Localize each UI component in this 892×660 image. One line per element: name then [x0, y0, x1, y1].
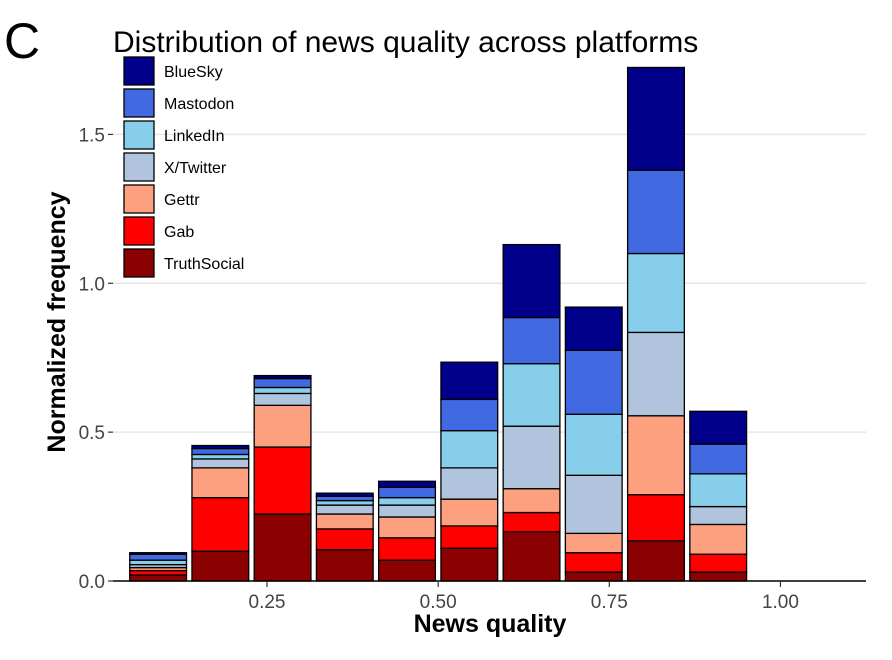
bar-segment-x-twitter [253, 392, 312, 406]
bar-segment-gab [129, 569, 188, 576]
bar-segment-linkedin [440, 430, 499, 469]
y-tick-label: 0.5 [79, 423, 105, 444]
legend-swatch-x-twitter [123, 152, 155, 182]
bar-segment-mastodon [191, 447, 250, 456]
bar-segment-mastodon [253, 377, 312, 389]
legend-swatch-truthsocial [123, 248, 155, 278]
bar-segment-linkedin [564, 413, 623, 476]
legend-label: BlueSky [164, 64, 223, 81]
bar-segment-gettr [502, 488, 561, 514]
bar-segment-linkedin [377, 496, 437, 506]
bar-segment-linkedin [253, 386, 312, 395]
bar-segment-gettr [377, 516, 437, 539]
panel-label: C [4, 13, 40, 69]
bar-segment-mastodon [564, 349, 623, 415]
x-axis-title: News quality [414, 610, 567, 638]
bar-segment-truthsocial [377, 559, 437, 582]
bar-segment-x-twitter [315, 504, 374, 515]
bar-segment-mastodon [377, 486, 437, 499]
bar-segment-gettr [253, 404, 312, 448]
bar-segment-linkedin [502, 363, 561, 427]
bar-segment-gab [377, 537, 437, 561]
y-tick-label: 1.0 [79, 274, 105, 295]
legend-label: TruthSocial [164, 256, 244, 273]
bar-segment-truthsocial [315, 549, 374, 582]
legend-label: Gab [164, 224, 194, 241]
bar-segment-mastodon [315, 495, 374, 502]
y-axis-title: Normalized frequency [43, 191, 71, 452]
bar-segment-linkedin [129, 559, 188, 566]
bar-segment-gettr [689, 523, 748, 555]
x-tick-label: 1.00 [762, 592, 799, 613]
bar-segment-truthsocial [502, 531, 561, 582]
legend: BlueSky Mastodon LinkedIn X/Twitter Gettr Gab… [123, 56, 244, 278]
bar-segment-bluesky [440, 361, 499, 401]
bar-segment-gab [253, 446, 312, 515]
x-tick-label: 0.50 [420, 592, 457, 613]
bar-segment-bluesky [626, 66, 686, 171]
bar-segment-mastodon [502, 316, 561, 365]
bar-segment-gab [315, 528, 374, 551]
bar-segment-truthsocial [626, 540, 686, 582]
bar-segment-bluesky [253, 374, 312, 380]
bar-segment-bluesky [564, 306, 623, 351]
bars [129, 66, 748, 582]
legend-label: X/Twitter [164, 160, 227, 177]
bar-segment-gettr [626, 415, 686, 496]
legend-swatch-gab [123, 216, 155, 246]
bar-segment-x-twitter [502, 425, 561, 490]
bar-segment-mastodon [440, 398, 499, 432]
bar-segment-gettr [191, 467, 250, 499]
bar-segment-linkedin [315, 499, 374, 506]
bar-segment-mastodon [689, 443, 748, 475]
x-tick-label: 0.75 [591, 592, 628, 613]
x-tick-label: 0.25 [249, 592, 286, 613]
chart-title: Distribution of news quality across plat… [113, 26, 698, 59]
bar-segment-gab [502, 511, 561, 533]
legend-swatch-linkedin [123, 120, 155, 150]
bar-segment-bluesky [502, 243, 561, 319]
bar-segment-gettr [440, 498, 499, 527]
bar-segment-bluesky [689, 410, 748, 445]
bar-segment-linkedin [689, 473, 748, 508]
bar-segment-truthsocial [440, 547, 499, 582]
bar-segment-gettr [564, 532, 623, 554]
y-tick-label: 0.0 [79, 572, 105, 593]
bar-segment-gab [564, 552, 623, 573]
legend-swatch-mastodon [123, 88, 155, 118]
bar-segment-gab [440, 525, 499, 549]
bar-segment-bluesky [315, 492, 374, 497]
bar-segment-x-twitter [689, 505, 748, 526]
bar-segment-truthsocial [564, 571, 623, 582]
axes: 0.25 0.50 0.75 1.00 0.0 0.5 1.0 1.5 [79, 125, 866, 613]
bar-segment-gab [689, 553, 748, 573]
bar-segment-bluesky [129, 552, 188, 555]
bar-segment-x-twitter [440, 467, 499, 500]
bar-segment-bluesky [377, 480, 437, 488]
legend-label: Mastodon [164, 96, 234, 113]
bar-segment-x-twitter [191, 458, 250, 469]
y-tick-label: 1.5 [79, 125, 105, 146]
bar-segment-gettr [315, 513, 374, 530]
legend-label: Gettr [164, 192, 200, 209]
bar-segment-mastodon [626, 169, 686, 255]
legend-swatch-bluesky [123, 56, 155, 86]
bar-segment-linkedin [191, 453, 250, 460]
bar-segment-truthsocial [129, 574, 188, 582]
legend-label: LinkedIn [164, 128, 225, 145]
bar-segment-x-twitter [564, 474, 623, 535]
bar-segment-bluesky [191, 444, 250, 450]
legend-swatch-gettr [123, 184, 155, 214]
bar-segment-mastodon [129, 553, 188, 561]
bar-segment-x-twitter [626, 331, 686, 417]
bar-segment-truthsocial [689, 571, 748, 582]
bar-segment-x-twitter [377, 504, 437, 518]
bar-segment-gab [626, 494, 686, 542]
bar-segment-truthsocial [191, 550, 250, 582]
bar-segment-gab [191, 496, 250, 552]
bar-segment-linkedin [626, 252, 686, 334]
bar-segment-truthsocial [253, 513, 312, 582]
